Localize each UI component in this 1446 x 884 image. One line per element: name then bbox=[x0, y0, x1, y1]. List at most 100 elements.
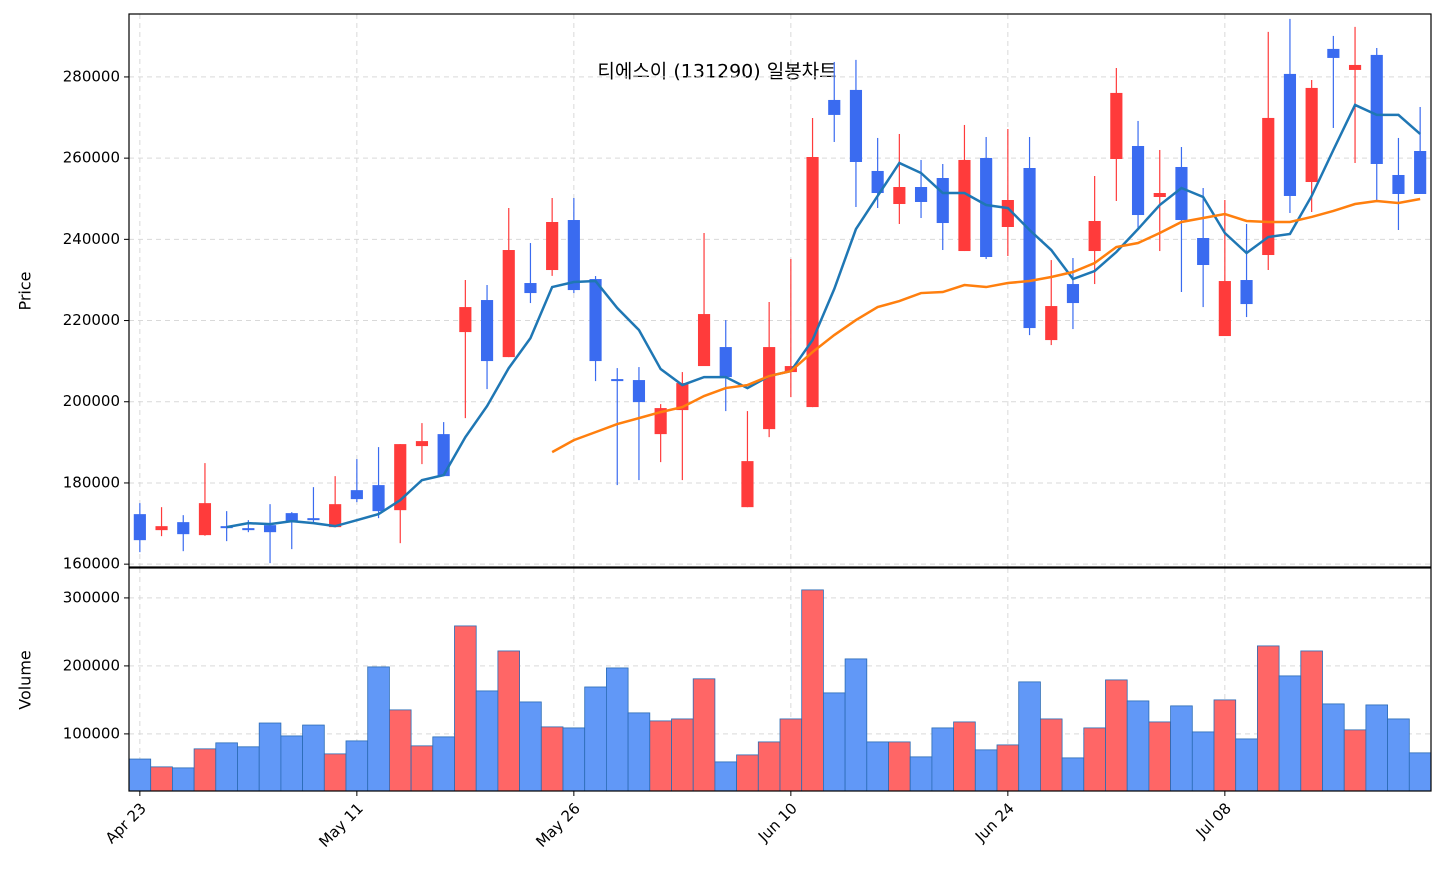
volume-bar bbox=[150, 766, 173, 792]
volume-bar bbox=[627, 712, 651, 792]
volume-bar bbox=[714, 761, 738, 792]
volume-bar bbox=[909, 756, 933, 792]
volume-bar bbox=[323, 753, 347, 792]
candle-body bbox=[1131, 145, 1145, 216]
candle-body bbox=[828, 99, 841, 115]
volume-bar bbox=[953, 721, 976, 792]
candle-body bbox=[1283, 73, 1297, 196]
candle-body bbox=[741, 461, 754, 508]
chart-title: 티에스이 (131290) 일봉차트 bbox=[597, 61, 836, 83]
volume-bar bbox=[779, 718, 803, 792]
volume-bar bbox=[454, 625, 477, 792]
volume-bar bbox=[1365, 704, 1389, 792]
candle-body bbox=[415, 441, 429, 447]
candle-body bbox=[502, 250, 515, 358]
volume-bar bbox=[519, 701, 542, 792]
x-tick-label: Jun 10 bbox=[754, 799, 801, 846]
y-tick-label: 100000 bbox=[63, 724, 120, 742]
candle-body bbox=[155, 526, 168, 531]
candle-body bbox=[437, 434, 450, 477]
candle-body bbox=[719, 347, 732, 378]
candle-body bbox=[806, 157, 819, 408]
candle-body bbox=[459, 307, 472, 333]
volume-bar bbox=[280, 735, 303, 792]
volume-bar bbox=[1040, 718, 1063, 792]
candle-body bbox=[1110, 92, 1123, 159]
candle-body bbox=[1175, 166, 1188, 221]
volume-bar bbox=[1300, 650, 1323, 792]
candle-body bbox=[1045, 306, 1058, 341]
candle-body bbox=[1414, 150, 1427, 194]
volume-bar bbox=[1257, 645, 1280, 792]
volume-bar bbox=[736, 754, 759, 792]
volume-bar bbox=[1387, 718, 1410, 792]
volume-bar bbox=[823, 692, 846, 792]
volume-bar bbox=[931, 727, 955, 792]
y-axis-label: Price bbox=[16, 271, 35, 310]
volume-bar bbox=[1235, 738, 1258, 792]
candle-body bbox=[177, 522, 190, 535]
moving-average-line bbox=[551, 197, 1421, 454]
volume-bar bbox=[606, 667, 629, 792]
candle-body bbox=[589, 279, 602, 362]
volume-bar bbox=[757, 741, 781, 792]
volume-bar bbox=[367, 666, 390, 792]
candle-body bbox=[1392, 174, 1405, 194]
volume-bar bbox=[302, 724, 325, 792]
volume-bar bbox=[128, 758, 152, 792]
candle-body bbox=[1370, 54, 1383, 164]
volume-bar bbox=[584, 686, 607, 792]
candle-body bbox=[242, 528, 255, 531]
volume-bar bbox=[475, 690, 499, 792]
volume-bar bbox=[258, 722, 282, 792]
candle-body bbox=[329, 504, 342, 528]
volume-bar bbox=[801, 589, 824, 792]
volume-bar bbox=[388, 709, 412, 792]
volume-bar bbox=[1191, 731, 1215, 792]
volume-bar bbox=[432, 736, 455, 792]
volume-bar bbox=[1018, 681, 1041, 792]
volume-bar bbox=[649, 720, 672, 792]
candle-body bbox=[1023, 168, 1036, 329]
candle-body bbox=[220, 526, 233, 529]
candle-body bbox=[524, 283, 537, 294]
volume-bar bbox=[974, 749, 998, 792]
volume-bar bbox=[1083, 727, 1106, 792]
candle-body bbox=[133, 514, 146, 541]
volume-bar bbox=[692, 678, 716, 792]
volume-bar bbox=[1148, 721, 1172, 792]
x-tick-label: May 26 bbox=[532, 799, 584, 851]
volume-bar bbox=[1213, 699, 1237, 792]
candle-body bbox=[1197, 238, 1210, 266]
volume-bar bbox=[171, 767, 195, 792]
candle-body bbox=[1153, 193, 1166, 197]
volume-bar bbox=[866, 741, 889, 792]
candle-body bbox=[654, 408, 667, 435]
plot-frame bbox=[128, 567, 1432, 792]
candle-body bbox=[1066, 284, 1080, 304]
y-axis-label: Volume bbox=[16, 650, 35, 710]
candle-body bbox=[1218, 281, 1231, 337]
volume-bar bbox=[671, 718, 694, 792]
candle-body bbox=[394, 444, 407, 511]
volume-bar bbox=[237, 746, 260, 792]
volume-bar bbox=[1408, 752, 1432, 792]
volume-bar bbox=[1105, 679, 1128, 792]
y-tick-label: 200000 bbox=[63, 656, 120, 674]
volume-bar bbox=[410, 745, 434, 792]
candle-body bbox=[1262, 117, 1275, 256]
volume-bar bbox=[844, 658, 868, 792]
y-tick-label: 200000 bbox=[63, 392, 120, 410]
candle-body bbox=[307, 518, 320, 521]
candle-body bbox=[1305, 87, 1318, 183]
volume-bar bbox=[1126, 700, 1150, 792]
candle-body bbox=[546, 222, 559, 271]
candle-body bbox=[871, 170, 884, 194]
candle-body bbox=[350, 490, 363, 500]
candle-body bbox=[285, 513, 298, 522]
volume-bar bbox=[193, 748, 217, 792]
candle-body bbox=[567, 220, 580, 291]
volume-bar bbox=[1322, 703, 1345, 792]
y-tick-label: 260000 bbox=[63, 149, 120, 167]
